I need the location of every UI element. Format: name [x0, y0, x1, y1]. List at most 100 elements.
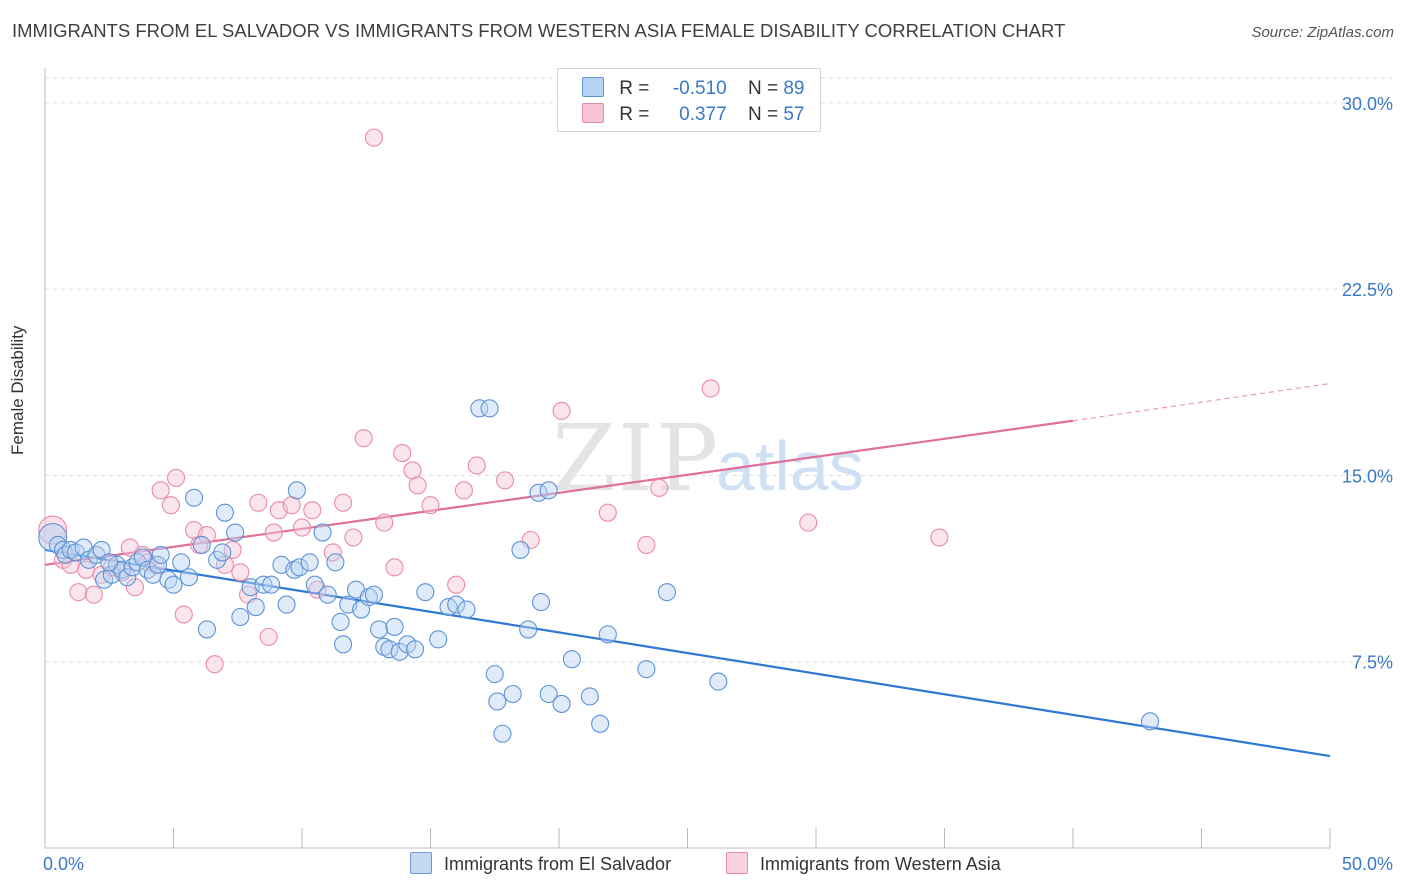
tick-labels: 7.5% 15.0% 22.5% 30.0% 0.0% 50.0% — [43, 94, 1393, 874]
point-el-salvador — [580, 687, 599, 706]
point-el-salvador — [185, 488, 204, 507]
point-el-salvador — [485, 665, 504, 684]
point-el-salvador — [287, 481, 306, 500]
point-western-asia — [447, 575, 466, 594]
point-el-salvador — [416, 583, 435, 602]
point-el-salvador — [457, 600, 476, 619]
point-el-salvador — [246, 598, 265, 617]
point-el-salvador — [100, 553, 119, 572]
y-tick-label: 30.0% — [1342, 94, 1393, 114]
point-el-salvador — [390, 642, 409, 661]
point-western-asia — [205, 655, 224, 674]
point-western-asia — [375, 513, 394, 532]
point-el-salvador — [637, 660, 656, 679]
point-el-salvador — [359, 588, 378, 607]
chart-title: IMMIGRANTS FROM EL SALVADOR VS IMMIGRANT… — [12, 20, 1066, 41]
y-tick-label: 7.5% — [1352, 653, 1393, 673]
point-western-asia — [334, 493, 353, 512]
legend-r-value: 0.377 — [679, 104, 727, 125]
point-el-salvador — [215, 503, 234, 522]
point-western-asia — [125, 578, 144, 597]
point-el-salvador — [138, 560, 157, 579]
point-western-asia — [930, 528, 949, 547]
watermark-atlas: atlas — [716, 427, 864, 505]
point-western-asia — [650, 478, 669, 497]
point-el-salvador — [334, 635, 353, 654]
point-el-salvador — [213, 543, 232, 562]
x-tick-label: 0.0% — [43, 854, 84, 874]
point-el-salvador — [331, 612, 350, 632]
y-axis-label: Female Disability — [8, 325, 27, 455]
point-western-asia — [167, 468, 186, 487]
point-el-salvador — [709, 672, 728, 691]
point-el-salvador — [305, 575, 324, 594]
point-el-salvador — [657, 583, 676, 602]
point-el-salvador — [493, 724, 512, 743]
point-western-asia — [292, 518, 312, 537]
point-western-asia — [393, 444, 412, 463]
point-western-asia — [84, 585, 103, 604]
point-el-salvador — [552, 694, 571, 713]
bottom-legend-swatch-pink — [726, 852, 748, 874]
point-el-salvador — [598, 625, 617, 644]
point-el-salvador — [313, 523, 332, 542]
point-el-salvador — [159, 570, 178, 589]
legend-n-value: 57 — [783, 104, 805, 125]
point-western-asia — [174, 605, 193, 624]
legend-r-value: -0.510 — [672, 78, 727, 99]
point-el-salvador — [531, 593, 551, 612]
point-el-salvador — [226, 523, 245, 542]
trend-line-extension — [1072, 382, 1331, 422]
point-western-asia — [259, 627, 278, 646]
point-western-asia — [701, 379, 720, 398]
point-el-salvador — [262, 575, 281, 594]
y-tick-label: 15.0% — [1342, 466, 1393, 486]
point-el-salvador — [179, 568, 198, 587]
watermark: ZIP atlas — [552, 405, 864, 512]
point-el-salvador — [370, 620, 389, 639]
bottom-legend-label: Immigrants from El Salvador — [444, 854, 672, 874]
point-western-asia — [495, 471, 515, 490]
legend-swatch-pink — [582, 103, 604, 123]
point-el-salvador — [1141, 712, 1160, 731]
point-el-salvador — [285, 560, 304, 579]
point-western-asia — [454, 481, 473, 500]
point-el-salvador — [385, 617, 404, 636]
watermark-zip: ZIP — [552, 405, 720, 512]
point-el-salvador — [503, 684, 522, 704]
y-tick-label: 22.5% — [1342, 280, 1393, 300]
point-western-asia — [467, 456, 486, 475]
point-el-salvador — [364, 585, 384, 604]
point-el-salvador — [470, 399, 489, 418]
point-el-salvador — [488, 692, 507, 711]
point-western-asia — [637, 535, 656, 555]
point-el-salvador — [519, 620, 538, 639]
point-western-asia — [354, 429, 373, 448]
point-el-salvador — [539, 481, 558, 500]
point-western-asia — [344, 528, 363, 547]
point-el-salvador — [151, 545, 170, 564]
point-el-salvador — [511, 540, 530, 559]
point-western-asia — [151, 481, 170, 500]
point-el-salvador — [277, 595, 296, 614]
point-western-asia — [598, 503, 617, 522]
point-el-salvador — [539, 684, 558, 704]
trend-line — [44, 419, 1074, 566]
legend-row-el-salvador: R = -0.510 N = 89 — [582, 77, 804, 101]
point-el-salvador — [128, 553, 147, 572]
point-el-salvador — [192, 535, 211, 555]
point-western-asia — [552, 401, 571, 420]
point-el-salvador — [480, 399, 499, 418]
point-western-asia — [364, 128, 384, 147]
point-el-salvador — [118, 568, 137, 587]
point-el-salvador — [447, 595, 466, 614]
legend-r-label: R = — [619, 78, 650, 99]
point-western-asia — [264, 523, 283, 542]
axis-layer — [44, 68, 1331, 849]
legend-n-value: 89 — [783, 78, 805, 99]
point-western-asia — [249, 493, 268, 512]
point-el-salvador — [197, 620, 216, 639]
point-el-salvador — [231, 607, 250, 627]
legend-n-label: N = — [747, 104, 779, 125]
bottom-legend-western-asia: Immigrants from Western Asia — [726, 852, 1001, 875]
